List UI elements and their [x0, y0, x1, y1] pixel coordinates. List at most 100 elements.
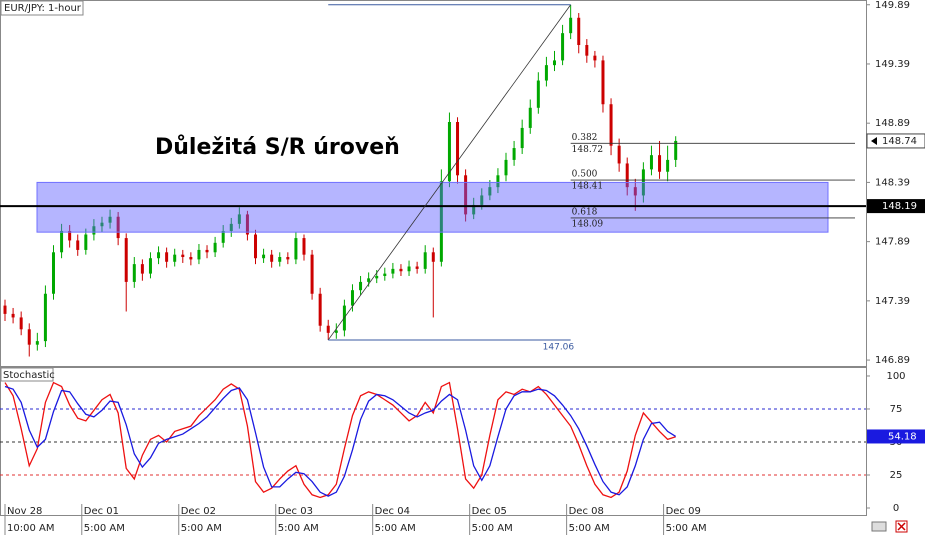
candle-body [157, 252, 161, 259]
x-tick-label: Dec 02 [181, 506, 216, 517]
candle-body [456, 122, 460, 176]
candle-body [92, 226, 96, 235]
last-price-tag [866, 133, 925, 149]
candle-body [407, 266, 411, 272]
sr-zone [36, 181, 829, 233]
candle-body [124, 238, 128, 282]
candle-body [60, 230, 64, 253]
x-tick-label: Dec 09 [666, 506, 701, 517]
candle-body [423, 252, 427, 269]
sr-tag-label: 148.19 [882, 201, 917, 212]
stochastic-line [4, 385, 677, 497]
x-tick-time: 5:00 AM [278, 523, 319, 534]
x-tick-label: Dec 05 [472, 506, 507, 517]
y-tick-label: 148.39 [875, 177, 910, 188]
x-tick-time: 5:00 AM [472, 523, 513, 534]
candle-body [552, 60, 556, 66]
candle-body [205, 249, 209, 253]
last-price-arrow [871, 136, 877, 145]
x-tick-label: Dec 01 [84, 506, 119, 517]
candle-body [181, 254, 185, 258]
candle-body [585, 45, 589, 56]
y-tick-label: 147.89 [875, 237, 910, 248]
price-panel [0, 0, 867, 367]
candle-body [512, 148, 516, 160]
y-tick-label: 75 [890, 404, 903, 415]
candle-body [51, 252, 55, 294]
candle-body [633, 187, 637, 196]
candle-body [350, 290, 354, 306]
candle-body [278, 257, 282, 262]
candle-body [302, 238, 306, 255]
x-tick-time: 5:00 AM [375, 523, 416, 534]
x-tick-label: Dec 08 [569, 506, 604, 517]
candle-body [35, 341, 39, 345]
x-tick-time: 5:00 AM [84, 523, 125, 534]
annotation: Důležitá S/R úroveň [155, 135, 400, 160]
fib-price: 148.72 [572, 145, 604, 155]
y-tick-label: 149.39 [875, 59, 910, 70]
candle-body [593, 55, 597, 61]
candle-body [577, 17, 581, 46]
candle-body [140, 264, 144, 274]
candle-body [221, 230, 225, 243]
panel-title-box [0, 367, 54, 382]
toolbar-icon[interactable] [871, 521, 887, 532]
candle-body [229, 223, 233, 231]
candle-body [132, 264, 136, 282]
candle-body [3, 305, 7, 314]
candle-body [625, 163, 629, 188]
candle-body [464, 175, 468, 215]
fib-ratio: 0.382 [572, 133, 598, 143]
fib-ratio: 0.618 [572, 207, 598, 217]
panel-title: Stochastic [3, 370, 55, 381]
candle-body [84, 234, 88, 250]
candle-body [76, 240, 80, 250]
candle-body [601, 60, 605, 105]
candle-body [189, 257, 193, 260]
candle-body [536, 80, 540, 108]
candle-body [488, 187, 492, 196]
candle-body [165, 252, 169, 262]
y-tick-label: 146.89 [875, 355, 910, 366]
x-tick-label: Dec 04 [375, 506, 410, 517]
candle-body [528, 107, 532, 128]
stochastic-line [4, 381, 676, 499]
candle-body [270, 254, 274, 262]
candle-body [310, 254, 314, 294]
y-tick-label: 149.89 [875, 0, 910, 11]
candle-body [391, 268, 395, 274]
candle-body [334, 330, 338, 333]
candle-body [399, 268, 403, 272]
title-box [0, 0, 84, 16]
candle-body [447, 122, 451, 182]
candle-body [431, 252, 435, 262]
x-tick-time: 5:00 AM [569, 523, 610, 534]
candle-body [254, 234, 258, 259]
y-tick-label: 147.39 [875, 296, 910, 307]
candle-body [367, 278, 371, 282]
candle-body [116, 216, 120, 239]
candle-body [318, 293, 322, 326]
x-tick-label: Nov 28 [7, 506, 42, 517]
candle-body [504, 159, 508, 176]
stochastic-tag-label: 54.18 [888, 431, 917, 442]
candle-body [520, 127, 524, 149]
stochastic-tag [867, 429, 925, 444]
candle-body [472, 204, 476, 215]
y-tick-label: 0 [893, 503, 899, 514]
candle-body [27, 329, 31, 345]
fib-price: 148.09 [572, 219, 604, 229]
candle-body [173, 254, 177, 262]
x-tick-time: 5:00 AM [666, 523, 707, 534]
candle-body [68, 230, 72, 241]
candle-body [359, 281, 363, 291]
y-tick-label: 148.89 [875, 118, 910, 129]
fib-price: 148.41 [572, 182, 604, 192]
candle-body [666, 159, 670, 172]
candle-body [294, 238, 298, 260]
candle-body [383, 273, 387, 276]
